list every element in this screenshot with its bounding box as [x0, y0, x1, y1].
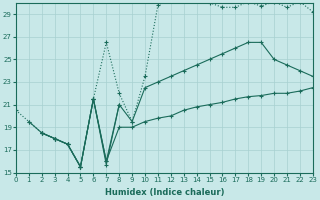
X-axis label: Humidex (Indice chaleur): Humidex (Indice chaleur): [105, 188, 224, 197]
